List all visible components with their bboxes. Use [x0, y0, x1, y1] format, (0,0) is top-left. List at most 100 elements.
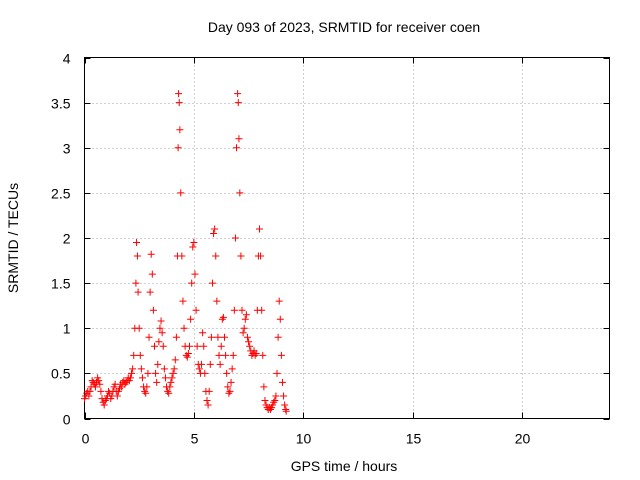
data-point	[167, 378, 175, 386]
data-point	[252, 350, 260, 358]
data-point	[256, 225, 263, 233]
data-point	[152, 369, 160, 377]
data-point	[271, 396, 279, 404]
data-point	[241, 315, 249, 323]
data-point	[165, 389, 173, 397]
y-tick-label: 0.5	[51, 366, 71, 382]
data-point	[178, 252, 186, 260]
data-point	[188, 279, 196, 287]
data-point	[136, 351, 144, 359]
data-point	[238, 306, 246, 314]
chart-title: Day 093 of 2023, SRMTID for receiver coe…	[208, 19, 480, 35]
data-point	[187, 315, 195, 323]
data-point	[145, 333, 153, 341]
data-point	[191, 270, 199, 278]
data-point	[218, 315, 226, 323]
grid	[84, 57, 610, 419]
data-point	[159, 342, 167, 350]
data-point	[148, 270, 156, 278]
data-point	[158, 329, 166, 337]
data-point	[161, 374, 169, 382]
data-point	[281, 401, 289, 409]
data-point	[183, 353, 191, 361]
data-point	[258, 306, 266, 314]
data-point	[236, 189, 244, 197]
data-point	[129, 365, 137, 373]
y-tick-label: 2	[63, 231, 71, 247]
data-point	[135, 324, 143, 332]
data-point	[126, 374, 134, 382]
data-point	[113, 392, 121, 400]
data-point	[233, 144, 241, 152]
data-point	[180, 324, 188, 332]
data-point	[261, 396, 269, 404]
data-point	[184, 350, 192, 358]
data-point	[278, 378, 286, 386]
x-axis-title: GPS time / hours	[291, 458, 398, 474]
data-point	[138, 374, 146, 382]
data-point	[88, 377, 96, 385]
y-tick-label: 3.5	[51, 96, 71, 112]
data-point	[147, 250, 155, 258]
data-point	[186, 342, 193, 350]
data-point	[273, 369, 281, 377]
data-point	[144, 369, 152, 377]
data-point	[155, 338, 163, 346]
data-point	[160, 365, 168, 373]
data-point	[154, 360, 162, 368]
data-point	[208, 279, 216, 287]
data-point	[193, 342, 201, 350]
data-point	[96, 380, 104, 388]
data-point	[143, 383, 151, 391]
data-point	[260, 383, 268, 391]
data-point	[97, 387, 105, 395]
data-point	[239, 329, 247, 337]
data-point	[168, 374, 176, 382]
data-point	[101, 396, 109, 404]
data-point	[243, 333, 251, 341]
data-point	[217, 342, 225, 350]
data-point	[195, 365, 203, 373]
x-tick-label: 10	[296, 431, 312, 447]
data-point	[270, 398, 278, 406]
data-point	[128, 369, 136, 377]
data-point	[189, 243, 197, 251]
data-point	[86, 387, 94, 395]
data-point	[229, 351, 237, 359]
data-point	[211, 225, 219, 233]
data-point	[215, 351, 223, 359]
data-point	[214, 333, 222, 341]
x-tick-label: 20	[515, 431, 531, 447]
data-point	[95, 377, 103, 385]
data-point	[240, 324, 248, 332]
data-point	[228, 365, 236, 373]
data-point	[219, 313, 227, 321]
data-point	[172, 333, 180, 341]
data-point	[259, 351, 267, 359]
data-point	[266, 405, 274, 413]
data-point	[277, 351, 285, 359]
data-point	[153, 378, 161, 386]
data-point	[137, 365, 145, 373]
data-point	[146, 288, 154, 296]
data-point	[200, 342, 208, 350]
data-point	[192, 306, 200, 314]
data-point	[242, 311, 250, 319]
data-point	[177, 189, 185, 197]
data-point	[190, 239, 198, 247]
x-tick-label: 15	[406, 431, 422, 447]
data-point	[225, 389, 233, 397]
y-tick-label: 0	[63, 412, 71, 428]
y-tick-label: 4	[63, 51, 71, 67]
data-point	[169, 369, 177, 377]
y-tick-labels: 0 0.5 1 1.5 2 2.5 3 3.5 4	[51, 51, 71, 428]
data-point	[164, 387, 172, 395]
data-point	[175, 99, 183, 107]
data-point	[223, 369, 231, 377]
data-point	[224, 383, 232, 391]
data-point	[141, 387, 149, 395]
data-point	[280, 392, 288, 400]
data-point	[210, 229, 218, 237]
data-point	[222, 351, 230, 359]
